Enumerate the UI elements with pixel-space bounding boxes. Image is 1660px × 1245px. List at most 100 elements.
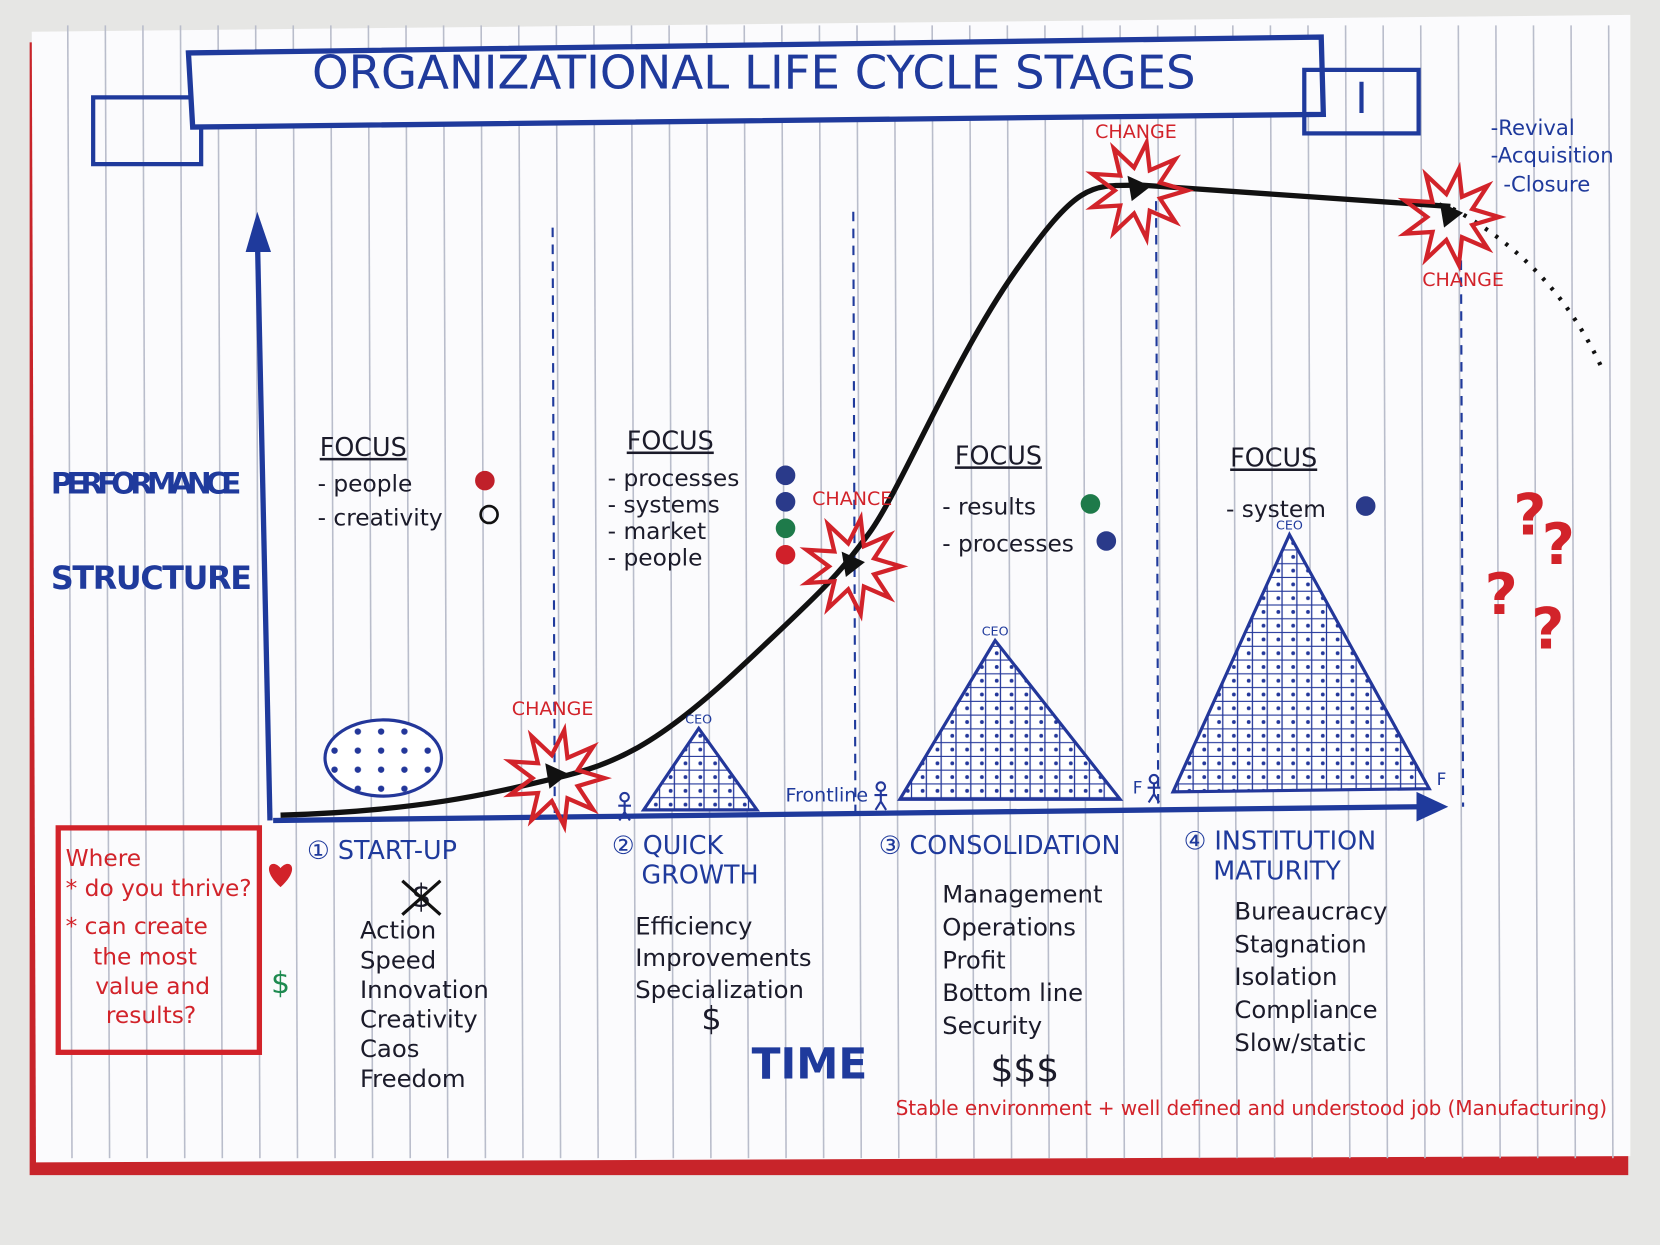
question-line: results? <box>106 1002 196 1029</box>
focus-item: - market <box>608 518 706 545</box>
focus-dot <box>775 465 796 486</box>
stage-trait: Specialization <box>635 975 804 1004</box>
rule <box>292 25 299 1159</box>
curve-arrow <box>545 763 569 789</box>
focus-dot <box>1080 494 1101 514</box>
pyramid-top: CEO <box>1276 518 1303 533</box>
money: $$$ <box>990 1049 1059 1090</box>
focus-dot <box>479 504 499 525</box>
question-line: * do you thrive? <box>66 875 252 902</box>
rule <box>743 25 750 1159</box>
change-markers: CHANGE CHANCE CHANGE CHANGE <box>503 121 1507 834</box>
stage-name: ④ INSTITUTION <box>1184 826 1377 856</box>
rule <box>1232 25 1238 1159</box>
focus-heading: FOCUS <box>627 426 714 456</box>
question-line: Where <box>66 845 141 872</box>
focus-dot <box>475 470 495 491</box>
rule <box>1044 25 1050 1159</box>
rule <box>555 25 562 1159</box>
stage-trait: Improvements <box>635 943 811 972</box>
heart <box>268 863 293 888</box>
banner <box>185 34 1327 130</box>
rule <box>517 25 524 1159</box>
focus-heading: FOCUS <box>320 432 407 462</box>
stick-figure <box>1147 783 1161 804</box>
pyramid <box>897 637 1124 801</box>
change-label: CHANGE <box>1422 269 1504 291</box>
rule <box>968 25 975 1159</box>
y-label: STRUCTURE <box>51 561 252 597</box>
outcome: -Acquisition <box>1491 143 1614 168</box>
focus-dot <box>1096 531 1117 551</box>
rule <box>1607 25 1614 1159</box>
stage-name: MATURITY <box>1213 855 1341 885</box>
rule <box>1532 25 1539 1159</box>
stage-trait: Operations <box>942 912 1076 941</box>
stage-trait: Compliance <box>1234 995 1377 1024</box>
outcome: -Revival <box>1491 115 1575 140</box>
stage-name: GROWTH <box>642 860 759 890</box>
rule <box>405 25 412 1159</box>
x-arrow <box>1416 791 1449 822</box>
stage-trait: Caos <box>360 1034 419 1063</box>
pyramid-top: CEO <box>685 711 712 726</box>
stage-trait: Management <box>942 880 1102 909</box>
y-arrow <box>245 211 272 252</box>
focus-item: - system <box>1226 496 1326 523</box>
money-cross <box>401 879 442 916</box>
question-line: the most <box>93 944 197 971</box>
question-mark: ? <box>1542 512 1575 578</box>
rule <box>1344 25 1351 1159</box>
y-axis <box>254 230 273 821</box>
stage-trait: Isolation <box>1234 962 1337 991</box>
title: ORGANIZATIONAL LIFE CYCLE STAGES <box>312 46 1196 100</box>
stage-trait: Security <box>942 1011 1042 1040</box>
y-label: PERFORMANCE <box>51 465 242 500</box>
side-symbol: $ <box>271 965 290 1000</box>
stage-trait: Bureaucracy <box>1234 897 1387 926</box>
focus-item: - systems <box>608 492 720 519</box>
rule <box>1194 25 1201 1159</box>
stage-dividers <box>551 201 1465 816</box>
focus-dot <box>1355 496 1376 516</box>
stage-trait: Stagnation <box>1234 929 1366 958</box>
focus-item: - people <box>608 544 703 571</box>
stage-name: ② QUICK <box>612 830 725 860</box>
change-label: CHANGE <box>1095 121 1177 143</box>
rule <box>893 25 900 1159</box>
title-badge: I <box>1355 74 1367 123</box>
focus-dot <box>775 518 796 539</box>
rule <box>1081 25 1088 1159</box>
focus-item: - creativity <box>318 504 443 531</box>
focus-dot <box>775 544 796 565</box>
rule <box>1119 25 1126 1159</box>
rule <box>142 25 148 1159</box>
rule <box>66 25 73 1159</box>
banner-flag <box>91 95 204 167</box>
rule <box>480 25 487 1159</box>
curve-arrow <box>1127 175 1151 202</box>
stage-trait: Action <box>360 916 436 945</box>
badge-box <box>1302 67 1421 136</box>
focus-item: - processes <box>942 531 1074 558</box>
rule <box>179 25 186 1159</box>
footnote: Stable environment + well defined and un… <box>896 1096 1607 1120</box>
pyramid-base: F <box>1437 769 1447 789</box>
x-axis <box>273 804 1424 824</box>
rule <box>330 25 336 1159</box>
question-line: * can create <box>66 913 208 940</box>
change-star <box>503 722 612 834</box>
rule <box>104 25 111 1159</box>
stage-trait: Profit <box>942 945 1005 974</box>
question-box <box>55 825 263 1055</box>
stick-figure <box>874 790 888 811</box>
question-mark: ? <box>1513 482 1546 548</box>
focus-item: - processes <box>608 465 740 492</box>
focus-dot <box>775 492 796 512</box>
stage-trait: Slow/static <box>1234 1028 1366 1057</box>
rule <box>1570 25 1577 1159</box>
rule <box>1006 25 1013 1159</box>
question-mark: ? <box>1531 597 1564 663</box>
